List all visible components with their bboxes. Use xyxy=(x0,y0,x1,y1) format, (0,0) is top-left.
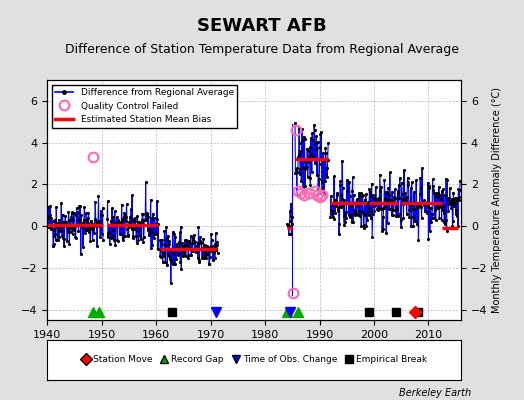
Text: SEWART AFB: SEWART AFB xyxy=(197,17,327,35)
Text: Berkeley Earth: Berkeley Earth xyxy=(399,388,472,398)
Legend: Difference from Regional Average, Quality Control Failed, Estimated Station Mean: Difference from Regional Average, Qualit… xyxy=(52,84,237,128)
Y-axis label: Monthly Temperature Anomaly Difference (°C): Monthly Temperature Anomaly Difference (… xyxy=(492,87,501,313)
Text: Difference of Station Temperature Data from Regional Average: Difference of Station Temperature Data f… xyxy=(65,44,459,56)
Legend: Station Move, Record Gap, Time of Obs. Change, Empirical Break: Station Move, Record Gap, Time of Obs. C… xyxy=(78,352,431,368)
